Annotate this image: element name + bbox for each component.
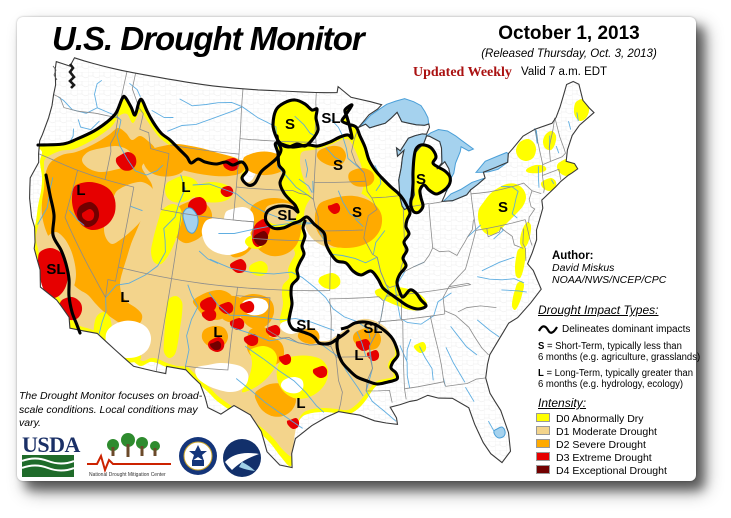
svg-text:SL: SL — [296, 317, 315, 334]
svg-text:S: S — [352, 204, 362, 221]
svg-text:SL: SL — [321, 110, 340, 127]
svg-text:S: S — [416, 171, 426, 188]
svg-text:L: L — [354, 347, 363, 364]
svg-text:SL: SL — [46, 261, 65, 278]
svg-text:S: S — [285, 116, 295, 133]
svg-text:SL: SL — [363, 320, 382, 337]
svg-text:L: L — [296, 395, 305, 412]
svg-text:L: L — [213, 324, 222, 341]
svg-text:National Drought Mitigation Ce: National Drought Mitigation Center — [89, 472, 166, 478]
svg-text:S: S — [333, 157, 343, 174]
svg-text:S: S — [498, 199, 508, 216]
svg-text:L: L — [120, 289, 129, 306]
svg-text:L: L — [76, 182, 85, 199]
svg-text:SL: SL — [277, 207, 296, 224]
svg-text:L: L — [181, 179, 190, 196]
